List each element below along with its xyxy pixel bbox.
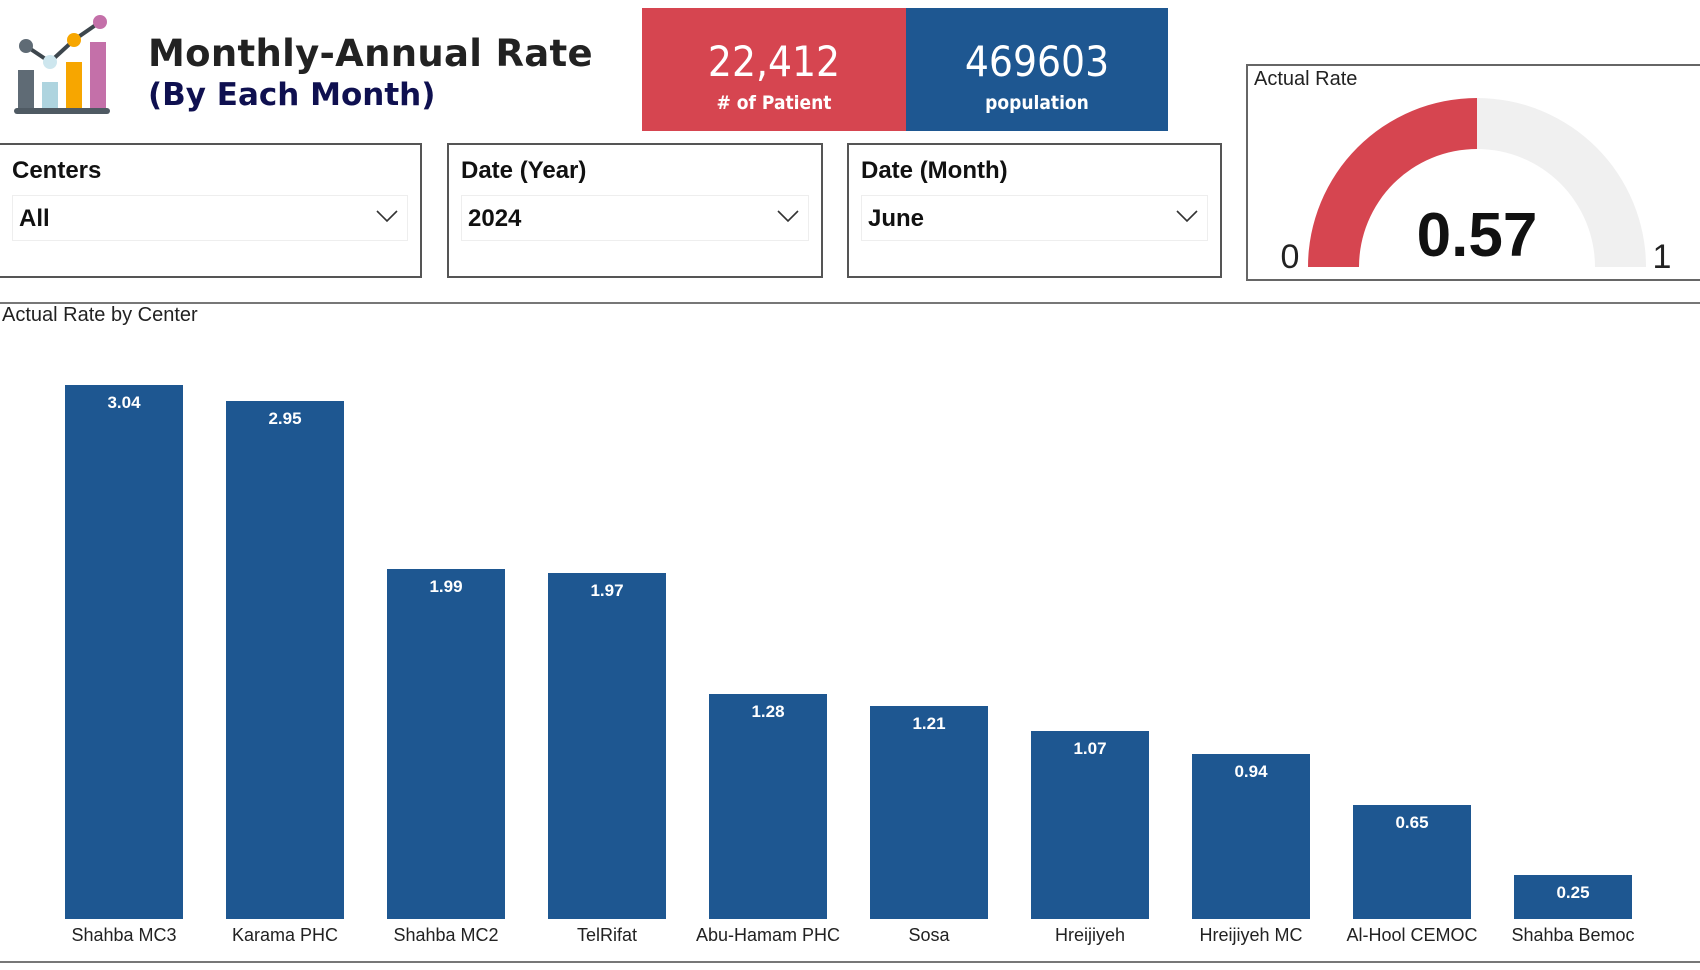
actual-rate-gauge: 0.57 0 1 bbox=[1281, 98, 1672, 276]
gauge-max-label: 1 bbox=[1653, 238, 1672, 276]
bar-sosa[interactable] bbox=[870, 706, 988, 919]
category-label: Al-Hool CEMOC bbox=[1346, 925, 1478, 945]
chart-title: Actual Rate by Center bbox=[2, 304, 198, 326]
bar-value-label: 1.97 bbox=[590, 580, 624, 600]
year-dropdown[interactable]: 2024 bbox=[461, 195, 809, 241]
page-subtitle: (By Each Month) bbox=[148, 77, 436, 113]
chevron-down-icon[interactable] bbox=[1175, 208, 1199, 224]
category-label: Abu-Hamam PHC bbox=[695, 925, 841, 945]
kpi-population-value: 469603 bbox=[964, 37, 1110, 86]
chevron-down-icon[interactable] bbox=[776, 208, 800, 224]
gauge-value: 0.57 bbox=[1417, 201, 1538, 270]
gauge-fill bbox=[1308, 98, 1477, 267]
bar-shahba-mc2[interactable] bbox=[387, 569, 505, 919]
chevron-down-icon[interactable] bbox=[375, 208, 399, 224]
bottom-divider bbox=[0, 961, 1700, 963]
centers-dropdown[interactable]: All bbox=[12, 195, 408, 241]
bar-value-label: 0.94 bbox=[1234, 761, 1268, 781]
year-dropdown-value: 2024 bbox=[468, 205, 522, 232]
bar-value-label: 1.07 bbox=[1073, 739, 1107, 759]
centers-slicer-label: Centers bbox=[12, 157, 102, 184]
category-label: Shahba MC2 bbox=[393, 925, 499, 945]
bar-value-label: 1.21 bbox=[912, 714, 946, 734]
bar-hreijiyeh[interactable] bbox=[1031, 731, 1149, 919]
category-label: Karama PHC bbox=[231, 925, 339, 945]
bar-line-chart-icon bbox=[14, 15, 110, 114]
bar-value-label: 0.65 bbox=[1395, 812, 1429, 832]
bar-value-label: 1.99 bbox=[429, 577, 463, 597]
section-divider bbox=[0, 302, 1700, 304]
bar-value-label: 3.04 bbox=[107, 393, 141, 412]
bar-value-label: 0.25 bbox=[1556, 883, 1590, 903]
bar-value-label: 1.28 bbox=[751, 702, 785, 722]
kpi-patients-value: 22,412 bbox=[707, 37, 841, 86]
bar-abu-hamam-phc[interactable] bbox=[709, 694, 827, 919]
category-label: Shahba MC3 bbox=[71, 925, 177, 945]
bar-value-label: 2.95 bbox=[268, 408, 302, 428]
kpi-card-patients: 22,412 # of Patient bbox=[642, 8, 906, 131]
bar-al-hool-cemoc[interactable] bbox=[1353, 804, 1471, 919]
bar-shahba-bemoc[interactable] bbox=[1514, 875, 1632, 919]
category-label: Hreijiyeh bbox=[1054, 925, 1126, 945]
month-dropdown-value: June bbox=[868, 205, 925, 232]
bar-hreijiyeh-mc[interactable] bbox=[1192, 753, 1310, 919]
category-label: TelRifat bbox=[576, 925, 638, 945]
year-slicer-label: Date (Year) bbox=[461, 157, 587, 184]
page-title: Monthly-Annual Rate bbox=[148, 32, 593, 75]
kpi-card-population: 469603 population bbox=[906, 8, 1168, 131]
bar-karama-phc[interactable] bbox=[226, 400, 344, 919]
gauge-title: Actual Rate bbox=[1254, 68, 1358, 90]
centers-dropdown-value: All bbox=[19, 205, 50, 232]
actual-rate-bar-chart: 3.04 Shahba MC3 2.95 Karama PHC 1.99 Shahba M… bbox=[0, 330, 1700, 960]
kpi-patients-label: # of Patient bbox=[716, 92, 832, 114]
month-slicer: Date (Month) June bbox=[847, 143, 1222, 278]
bar-shahba-mc3[interactable] bbox=[65, 385, 183, 919]
kpi-population-label: population bbox=[985, 92, 1089, 114]
category-label: Hreijiyeh MC bbox=[1199, 925, 1303, 945]
month-dropdown[interactable]: June bbox=[861, 195, 1208, 241]
month-slicer-label: Date (Month) bbox=[861, 157, 1008, 184]
bar-telrifat[interactable] bbox=[548, 572, 666, 919]
category-label: Sosa bbox=[908, 925, 950, 945]
gauge-min-label: 0 bbox=[1281, 238, 1300, 276]
category-label: Shahba Bemoc bbox=[1511, 925, 1635, 945]
actual-rate-gauge-card bbox=[1246, 64, 1700, 281]
year-slicer: Date (Year) 2024 bbox=[447, 143, 823, 278]
centers-slicer: Centers All bbox=[0, 143, 422, 278]
